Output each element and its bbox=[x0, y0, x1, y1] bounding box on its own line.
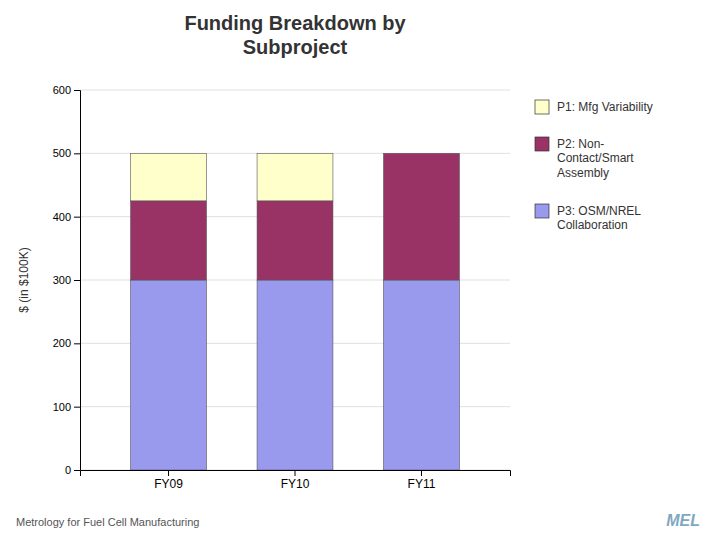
y-tick: 600 bbox=[53, 84, 80, 96]
chart-svg: Funding Breakdown bySubprojectFY09FY10FY… bbox=[0, 0, 720, 540]
legend-swatch bbox=[535, 137, 549, 151]
y-tick: 500 bbox=[53, 147, 80, 159]
title: Funding Breakdown bySubproject bbox=[184, 12, 406, 58]
legend-item: P1: Mfg Variability bbox=[535, 100, 653, 114]
bar bbox=[384, 280, 460, 470]
x-tick: FY09 bbox=[154, 470, 183, 491]
y-tick-mark bbox=[74, 280, 80, 281]
x-tick-mark bbox=[295, 470, 296, 476]
bar bbox=[131, 201, 207, 280]
bar bbox=[384, 153, 460, 280]
y-tick-mark bbox=[74, 90, 80, 91]
y-tick-label: 600 bbox=[53, 84, 71, 96]
legend: P1: Mfg Variability P2: Non-Contact/Smart… bbox=[535, 100, 653, 232]
y-tick-mark bbox=[74, 153, 80, 154]
y-tick-mark bbox=[74, 343, 80, 344]
x-tick: FY11 bbox=[408, 470, 436, 491]
bar bbox=[131, 153, 207, 201]
bar bbox=[257, 280, 333, 470]
legend-swatch bbox=[535, 100, 549, 114]
y-tick-label: 0 bbox=[65, 464, 71, 476]
x-tick-label: FY11 bbox=[408, 477, 436, 491]
y-tick-label: 300 bbox=[53, 274, 71, 286]
x-tick-mark bbox=[168, 470, 169, 476]
y-tick: 200 bbox=[53, 337, 80, 349]
plot: FY09 FY10 FY11 0 100 200 300 400 500 600 $ (in $10… bbox=[17, 84, 511, 491]
bar bbox=[384, 153, 460, 154]
y-tick-label: 200 bbox=[53, 337, 71, 349]
x-tick-mark bbox=[421, 470, 422, 476]
y-tick-mark bbox=[74, 407, 80, 408]
y-tick: 0 bbox=[65, 464, 80, 476]
y-tick: 100 bbox=[53, 401, 80, 413]
legend-label: P2: Non-Contact/SmartAssembly bbox=[557, 137, 634, 180]
grid-line bbox=[80, 90, 510, 91]
bar bbox=[257, 153, 333, 201]
y-axis: 0 100 200 300 400 500 600 bbox=[53, 84, 81, 476]
bar bbox=[131, 280, 207, 470]
legend-swatch bbox=[535, 204, 549, 218]
legend-item: P3: OSM/NRELCollaboration bbox=[535, 204, 641, 232]
x-axis: FY09 FY10 FY11 bbox=[81, 470, 511, 491]
series bbox=[131, 153, 460, 280]
legend-item: P2: Non-Contact/SmartAssembly bbox=[535, 137, 634, 180]
y-axis-label: $ (in $100K) bbox=[17, 247, 31, 312]
y-tick-label: 100 bbox=[53, 401, 71, 413]
y-tick-label: 400 bbox=[53, 211, 71, 223]
y-tick: 400 bbox=[53, 211, 80, 223]
y-tick: 300 bbox=[53, 274, 80, 286]
series bbox=[131, 280, 460, 470]
x-tick-label: FY09 bbox=[154, 477, 183, 491]
legend-label: P3: OSM/NRELCollaboration bbox=[557, 204, 641, 232]
y-tick-mark bbox=[74, 217, 80, 218]
grid bbox=[80, 90, 510, 470]
y-axis-line bbox=[74, 91, 81, 471]
legend-label: P1: Mfg Variability bbox=[557, 100, 653, 114]
series bbox=[131, 153, 333, 201]
y-tick-mark bbox=[74, 470, 80, 471]
footer: Metrology for Fuel Cell Manufacturing bbox=[16, 516, 199, 528]
bars bbox=[131, 153, 460, 470]
x-axis-line bbox=[81, 471, 511, 477]
y-tick-label: 500 bbox=[53, 147, 71, 159]
bar bbox=[257, 201, 333, 280]
x-tick-label: FY10 bbox=[281, 477, 310, 491]
x-tick: FY10 bbox=[281, 470, 310, 491]
logo: MEL bbox=[666, 512, 700, 529]
